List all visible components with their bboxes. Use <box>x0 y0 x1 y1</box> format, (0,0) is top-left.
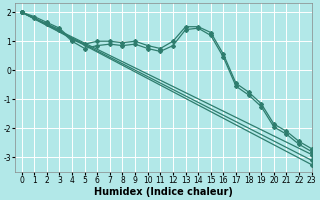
X-axis label: Humidex (Indice chaleur): Humidex (Indice chaleur) <box>94 187 233 197</box>
